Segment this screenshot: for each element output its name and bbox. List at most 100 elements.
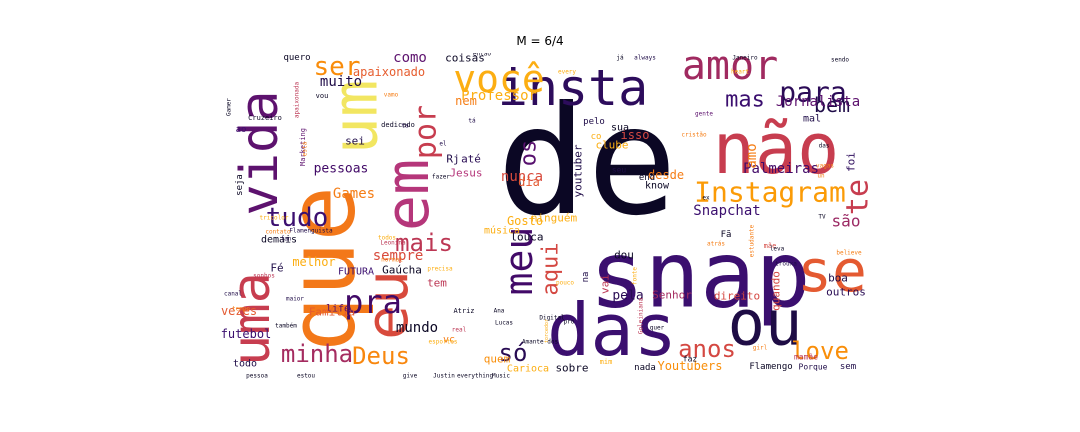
word-89: Flamengo	[749, 362, 792, 372]
word-81: Família	[309, 306, 355, 319]
word-50: sei	[345, 135, 365, 148]
word-112: everything	[457, 373, 494, 380]
word-29: te	[841, 179, 876, 215]
word-97: vc	[443, 335, 455, 346]
word-11: em	[373, 159, 443, 231]
word-150: todos	[378, 235, 396, 242]
word-55: foi	[845, 152, 858, 172]
word-43: sempre	[373, 248, 424, 264]
word-130: leva	[770, 246, 785, 253]
word-56: mal	[803, 114, 821, 125]
word-69: quando	[770, 271, 783, 311]
word-63: seu	[612, 166, 627, 175]
word-110: give	[403, 373, 418, 380]
word-60: sua	[611, 123, 629, 134]
word-0: de	[497, 75, 678, 249]
word-139: gente	[695, 111, 713, 118]
word-165: fan	[281, 236, 292, 243]
word-129: TV	[818, 214, 826, 221]
word-18: minha	[281, 340, 353, 368]
word-30: aqui	[539, 243, 564, 296]
word-162: heart	[731, 69, 749, 76]
word-152: atrás	[707, 241, 725, 248]
word-166: ta	[401, 123, 409, 130]
word-48: até	[461, 153, 481, 166]
word-51: Professor	[461, 88, 537, 104]
word-113: Music	[492, 373, 510, 380]
word-71: na	[581, 272, 591, 283]
word-148: tricolor	[260, 215, 289, 222]
word-94: seja	[235, 174, 245, 196]
word-143: canal	[224, 291, 242, 298]
word-74: Gosto	[507, 214, 543, 228]
word-31: mas	[725, 88, 765, 113]
word-19: Deus	[352, 342, 410, 370]
word-104: dou	[614, 249, 634, 262]
word-167: el	[439, 141, 447, 148]
word-158: esportes	[429, 339, 458, 346]
word-96: life	[326, 304, 350, 315]
word-93: ao	[236, 125, 247, 135]
word-107: Ana	[494, 308, 505, 315]
word-23: ser	[314, 53, 361, 82]
word-68: outros	[826, 286, 866, 299]
word-141: tempo	[232, 306, 250, 313]
word-7: eu	[353, 270, 421, 340]
word-70: vai	[599, 274, 612, 294]
word-3: das	[547, 288, 677, 372]
word-133: ex	[702, 195, 710, 202]
word-169: believe	[836, 250, 862, 257]
word-117: faz	[683, 355, 698, 364]
word-99: clube	[595, 139, 628, 152]
word-131: já	[616, 55, 624, 62]
word-168: precisa	[427, 266, 453, 273]
word-116: também	[275, 323, 297, 330]
word-164: normal	[381, 257, 403, 264]
word-15: amor	[682, 53, 778, 89]
word-80: vezes	[221, 304, 257, 318]
word-39: quero	[283, 53, 310, 63]
word-78: tem	[427, 277, 447, 290]
word-160: fonte	[632, 267, 639, 285]
word-155: girl	[753, 345, 768, 352]
word-146: está	[302, 141, 309, 156]
word-170: trouxa	[775, 261, 797, 268]
word-134: pro	[564, 319, 575, 326]
word-82: futebol	[221, 327, 272, 341]
word-124: always	[634, 55, 656, 62]
word-20: love	[791, 337, 849, 365]
word-5: uma	[222, 272, 282, 366]
word-35: muito	[320, 74, 362, 90]
word-13: Instagram	[694, 176, 846, 209]
word-132: Amante dos	[522, 339, 559, 346]
word-73: música	[484, 225, 520, 237]
word-47: Rj	[446, 153, 459, 166]
word-153: vamo	[384, 92, 399, 99]
word-144: maior	[286, 296, 304, 303]
word-21: mais	[395, 229, 453, 257]
word-67: boa	[828, 272, 848, 285]
word-61: pelo	[583, 117, 605, 127]
word-106: fazer	[432, 174, 450, 181]
word-14: você	[453, 57, 545, 101]
word-111: Justin	[433, 373, 455, 380]
word-57: desde	[648, 168, 684, 182]
word-10: ou	[728, 287, 803, 360]
word-98: ninguém	[531, 212, 578, 225]
word-24: anos	[678, 335, 736, 363]
word-95: demais	[261, 235, 297, 246]
word-65: Senhor	[652, 289, 692, 302]
word-85: Carioca	[507, 364, 549, 375]
word-33: Snapchat	[693, 203, 760, 219]
word-108: Lucas	[495, 320, 513, 327]
word-2: que	[269, 186, 376, 352]
word-125: Janeiro	[732, 55, 758, 62]
word-157: torcedor	[544, 319, 550, 343]
word-88: Youtubers	[657, 359, 722, 373]
word-128: un	[817, 173, 825, 180]
word-17: tudo	[266, 203, 329, 233]
word-62: youtuber	[572, 144, 585, 197]
word-145: real	[452, 327, 467, 334]
word-161: every	[558, 69, 576, 76]
word-4: não	[713, 108, 839, 190]
